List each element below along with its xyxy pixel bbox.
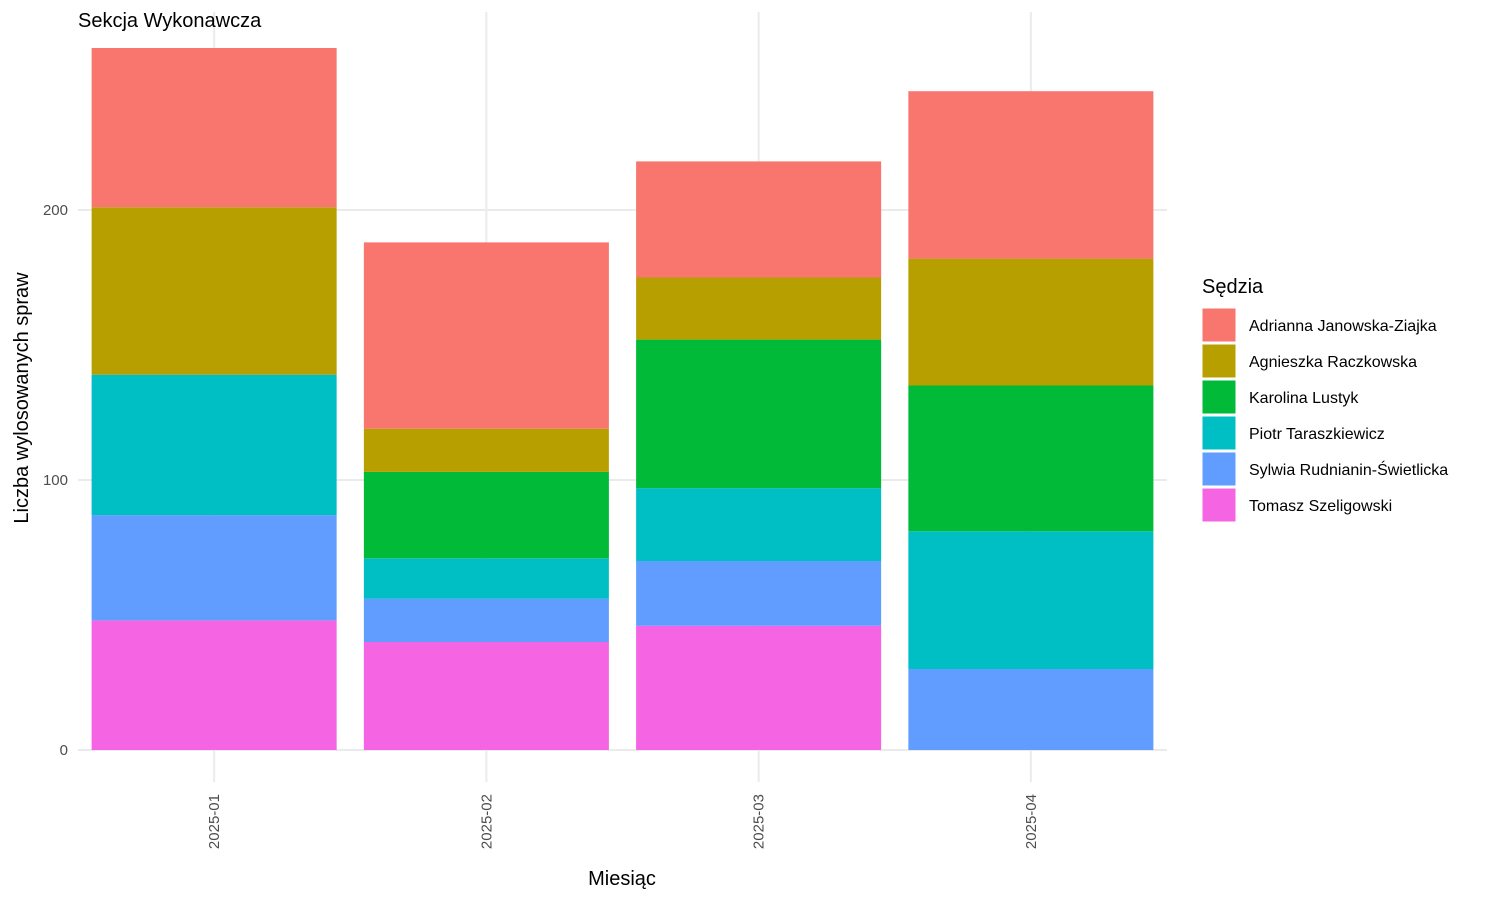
bar-2025-02-series-0: [363, 642, 609, 750]
legend-title: Sędzia: [1202, 276, 1264, 298]
bar-2025-01-series-0: [91, 620, 337, 750]
bar-2025-03-series-3: [636, 339, 882, 489]
legend-items: Adrianna Janowska-Ziajka Agnieszka Raczko…: [1201, 307, 1448, 523]
legend: Sędzia Adrianna Janowska-Ziajka Agnieszka…: [1201, 276, 1448, 523]
bar-2025-04-series-4: [908, 258, 1154, 386]
bar-2025-01-series-1: [91, 515, 337, 621]
legend-label-0: Adrianna Janowska-Ziajka: [1249, 318, 1437, 335]
legend-swatch-4: [1201, 451, 1237, 487]
legend-label-1: Agnieszka Raczkowska: [1249, 354, 1417, 371]
bar-2025-02-series-4: [363, 428, 609, 472]
legend-swatch-1: [1201, 343, 1237, 379]
y-tick-label-0: 0: [60, 742, 68, 759]
bar-2025-02-series-2: [363, 558, 609, 599]
legend-swatch-5: [1201, 487, 1237, 523]
legend-label-3: Piotr Taraszkiewicz: [1249, 426, 1385, 443]
x-tick-label-1: 2025-02: [478, 794, 495, 849]
bar-2025-01-series-5: [91, 48, 337, 208]
chart-title: Sekcja Wykonawcza: [78, 10, 262, 32]
bar-2025-01-series-4: [91, 207, 337, 375]
x-tick-label-0: 2025-01: [206, 794, 223, 849]
bar-2025-03-series-5: [636, 161, 882, 278]
bars-layer: [91, 48, 1154, 750]
bar-2025-03-series-2: [636, 488, 882, 561]
legend-label-4: Sylwia Rudnianin-Świetlicka: [1249, 460, 1448, 479]
x-axis-title: Miesiąc: [588, 868, 656, 890]
bar-2025-02-series-5: [363, 242, 609, 429]
bar-2025-04-series-3: [908, 385, 1154, 532]
legend-swatch-2: [1201, 379, 1237, 415]
ticks-layer: 0 100 200 2025-01 2025-02 2025-03 2025-04: [43, 202, 1040, 849]
bar-2025-01-series-2: [91, 374, 337, 516]
legend-swatch-3: [1201, 415, 1237, 451]
x-tick-label-3: 2025-04: [1023, 794, 1040, 849]
y-axis-title: Liczba wylosowanych spraw: [11, 272, 33, 524]
bar-2025-04-series-5: [908, 91, 1154, 259]
legend-label-2: Karolina Lustyk: [1249, 390, 1359, 407]
y-tick-label-1: 100: [43, 472, 68, 489]
bar-2025-04-series-2: [908, 531, 1154, 669]
bar-2025-02-series-3: [363, 471, 609, 559]
legend-label-5: Tomasz Szeligowski: [1249, 498, 1392, 515]
bar-2025-02-series-1: [363, 598, 609, 642]
x-tick-label-2: 2025-03: [751, 794, 768, 849]
bar-2025-03-series-0: [636, 625, 882, 750]
y-tick-label-2: 200: [43, 202, 68, 219]
bar-2025-03-series-1: [636, 561, 882, 626]
bar-2025-03-series-4: [636, 277, 882, 340]
bar-2025-04-series-1: [908, 669, 1154, 750]
legend-swatch-0: [1201, 307, 1237, 343]
